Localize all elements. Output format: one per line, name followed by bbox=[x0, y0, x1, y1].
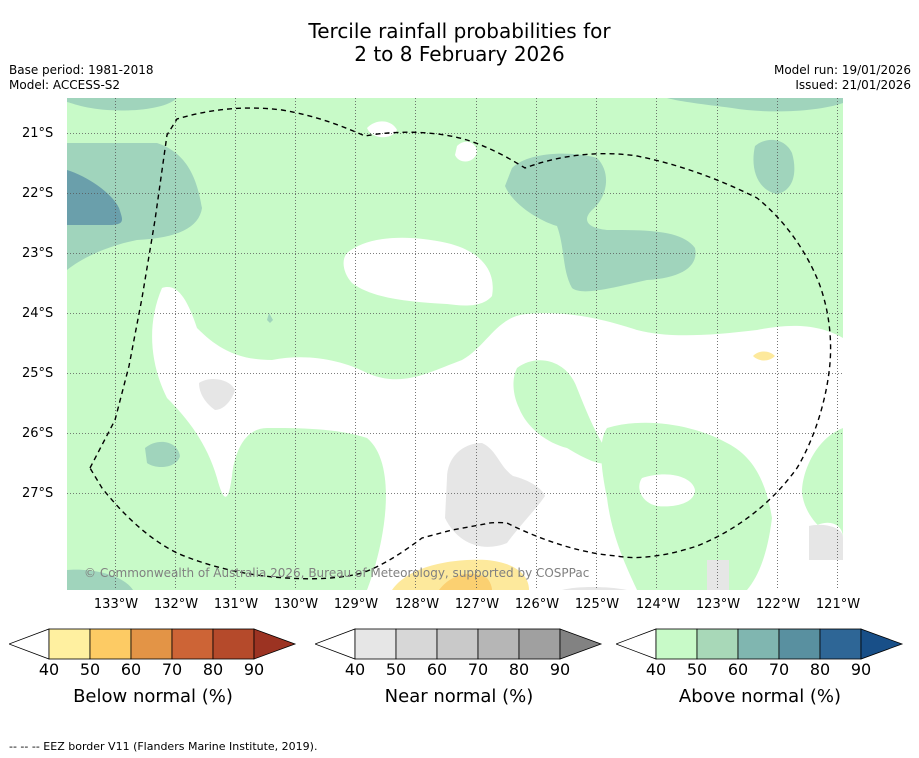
colorbar-above-seg bbox=[655, 628, 698, 660]
region-above-60-west bbox=[67, 170, 123, 225]
issued-date: Issued: 21/01/2026 bbox=[795, 78, 911, 92]
eez-border bbox=[89, 107, 832, 580]
lon-tick: 121°W bbox=[815, 597, 861, 612]
colorbar-near bbox=[315, 628, 603, 660]
colorbar-near-seg bbox=[477, 628, 520, 660]
colorbar-above-seg bbox=[819, 628, 862, 660]
lon-tick: 122°W bbox=[755, 597, 801, 612]
colorbar-above-tick: 50 bbox=[686, 660, 708, 679]
colorbar-near-tick: 90 bbox=[549, 660, 571, 679]
colorbar-above-max-extend bbox=[860, 628, 904, 660]
colorbar-above-tick: 60 bbox=[727, 660, 749, 679]
model-run: Model run: 19/01/2026 bbox=[773, 63, 911, 77]
colorbar-near-tick: 40 bbox=[344, 660, 366, 679]
colorbar-above-label: Above normal (%) bbox=[678, 686, 842, 707]
colorbar-below-seg bbox=[130, 628, 173, 660]
lon-tick: 123°W bbox=[695, 597, 741, 612]
colorbar-below-tick: 60 bbox=[120, 660, 142, 679]
copyright-notice: © Commonwealth of Australia 2026, Bureau… bbox=[84, 566, 590, 580]
colorbar-below-label: Below normal (%) bbox=[73, 686, 233, 707]
colorbar-below-seg bbox=[212, 628, 255, 660]
colorbar-above-seg bbox=[737, 628, 780, 660]
lon-tick: 128°W bbox=[394, 597, 440, 612]
region-near-40-small bbox=[707, 560, 729, 590]
region-near-40-south bbox=[562, 587, 627, 590]
lon-tick: 129°W bbox=[333, 597, 379, 612]
colorbar-above-min-extend bbox=[616, 628, 657, 660]
lon-tick: 131°W bbox=[213, 597, 259, 612]
colorbar-near-min-extend bbox=[315, 628, 356, 660]
colorbar-above-tick: 70 bbox=[768, 660, 790, 679]
probability-map bbox=[67, 98, 843, 590]
colorbar-below-min-extend bbox=[9, 628, 50, 660]
map-title-line1: Tercile rainfall probabilities for bbox=[308, 19, 611, 43]
colorbar-near-tick: 80 bbox=[508, 660, 530, 679]
colorbar-below-tick: 50 bbox=[79, 660, 101, 679]
region-above-patch-south bbox=[601, 422, 772, 590]
colorbar-below-tick: 90 bbox=[243, 660, 265, 679]
region-neutral-center bbox=[343, 237, 493, 306]
lon-tick: 126°W bbox=[514, 597, 560, 612]
colorbar-below-seg bbox=[48, 628, 91, 660]
colorbar-above-tick: 40 bbox=[645, 660, 667, 679]
colorbar-below-tick: 80 bbox=[202, 660, 224, 679]
colorbar-near-seg bbox=[436, 628, 479, 660]
base-period: Base period: 1981-2018 bbox=[9, 63, 154, 77]
region-neutral-small-2 bbox=[455, 141, 477, 162]
colorbar-near-label: Near normal (%) bbox=[384, 686, 534, 707]
lat-tick: 21°S bbox=[22, 126, 54, 141]
region-neutral-patch-1 bbox=[513, 360, 612, 464]
lat-tick: 23°S bbox=[22, 246, 54, 261]
region-above-50-northeast bbox=[753, 139, 795, 194]
colorbar-below-seg bbox=[171, 628, 214, 660]
colorbar-near-seg bbox=[518, 628, 561, 660]
eez-legend-note: -- -- -- EEZ border V11 (Flanders Marine… bbox=[9, 740, 318, 753]
colorbar-above bbox=[616, 628, 904, 660]
lon-tick: 127°W bbox=[454, 597, 500, 612]
lat-tick: 22°S bbox=[22, 186, 54, 201]
region-above-50-top bbox=[67, 98, 177, 111]
colorbar-below-tick: 70 bbox=[161, 660, 183, 679]
region-near-40-center bbox=[445, 443, 545, 547]
colorbar-above-seg bbox=[778, 628, 821, 660]
region-near-40-east bbox=[809, 524, 843, 560]
colorbar-below bbox=[9, 628, 297, 660]
region-above-50-topright bbox=[667, 98, 843, 112]
region-below-40-east bbox=[753, 351, 775, 361]
region-below-50-south bbox=[439, 573, 492, 590]
colorbar-near-seg bbox=[395, 628, 438, 660]
lon-tick: 133°W bbox=[93, 597, 139, 612]
region-above-50-southwest bbox=[145, 441, 180, 468]
colorbar-near-max-extend bbox=[559, 628, 603, 660]
colorbar-below-seg bbox=[89, 628, 132, 660]
lon-tick: 124°W bbox=[635, 597, 681, 612]
lat-tick: 24°S bbox=[22, 306, 54, 321]
colorbar-above-tick: 80 bbox=[809, 660, 831, 679]
lon-tick: 125°W bbox=[574, 597, 620, 612]
lon-tick: 130°W bbox=[273, 597, 319, 612]
colorbar-near-tick: 70 bbox=[467, 660, 489, 679]
lat-tick: 25°S bbox=[22, 366, 54, 381]
region-neutral-patch-2 bbox=[639, 474, 695, 507]
region-above-50-speck bbox=[267, 313, 273, 323]
colorbar-below-tick: 40 bbox=[38, 660, 60, 679]
colorbar-above-seg bbox=[696, 628, 739, 660]
region-above-50-west bbox=[67, 143, 202, 270]
colorbar-near-tick: 50 bbox=[385, 660, 407, 679]
lat-tick: 26°S bbox=[22, 426, 54, 441]
lat-tick: 27°S bbox=[22, 486, 54, 501]
colorbar-near-seg bbox=[354, 628, 397, 660]
colorbar-above-tick: 90 bbox=[850, 660, 872, 679]
region-near-40-west bbox=[199, 378, 235, 410]
region-above-50-center bbox=[505, 153, 696, 292]
colorbar-near-tick: 60 bbox=[426, 660, 448, 679]
lon-tick: 132°W bbox=[153, 597, 199, 612]
graticule bbox=[67, 98, 843, 590]
region-above-50-bottomleft bbox=[67, 569, 133, 590]
region-below-40-south bbox=[392, 559, 529, 590]
colorbar-below-max-extend bbox=[253, 628, 297, 660]
map-title-line2: 2 to 8 February 2026 bbox=[354, 42, 565, 66]
model-name: Model: ACCESS-S2 bbox=[9, 78, 121, 92]
